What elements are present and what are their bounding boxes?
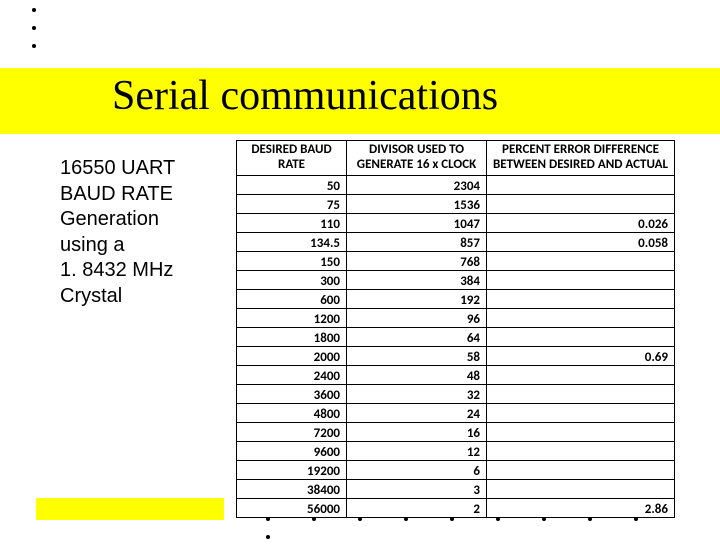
- cell-divisor: 96: [347, 308, 487, 327]
- table-row: 480024: [237, 403, 675, 422]
- cell-baud: 9600: [237, 441, 347, 460]
- cell-baud: 600: [237, 289, 347, 308]
- desc-line: 1. 8432 MHz: [60, 258, 220, 284]
- cell-baud: 1800: [237, 327, 347, 346]
- cell-baud: 19200: [237, 460, 347, 479]
- table-row: 751536: [237, 194, 675, 213]
- cell-baud: 1200: [237, 308, 347, 327]
- desc-line: using a: [60, 233, 220, 259]
- cell-error: [487, 460, 675, 479]
- cell-error: [487, 251, 675, 270]
- table-row: 150768: [237, 251, 675, 270]
- cell-error: [487, 422, 675, 441]
- cell-divisor: 768: [347, 251, 487, 270]
- cell-error: [487, 365, 675, 384]
- cell-error: [487, 403, 675, 422]
- cell-error: [487, 289, 675, 308]
- table-row: 240048: [237, 365, 675, 384]
- table-row: 360032: [237, 384, 675, 403]
- decorative-dots-bottom: [266, 508, 720, 544]
- cell-divisor: 6: [347, 460, 487, 479]
- table-header-row: DESIRED BAUD RATE DIVISOR USED TO GENERA…: [237, 141, 675, 176]
- cell-baud: 38400: [237, 479, 347, 498]
- cell-divisor: 24: [347, 403, 487, 422]
- cell-divisor: 48: [347, 365, 487, 384]
- table-row: 11010470.026: [237, 213, 675, 232]
- cell-baud: 2400: [237, 365, 347, 384]
- table-row: 502304: [237, 175, 675, 194]
- cell-baud: 7200: [237, 422, 347, 441]
- cell-divisor: 32: [347, 384, 487, 403]
- cell-error: [487, 270, 675, 289]
- table-row: 300384: [237, 270, 675, 289]
- cell-error: [487, 441, 675, 460]
- table-row: 960012: [237, 441, 675, 460]
- cell-baud: 4800: [237, 403, 347, 422]
- cell-divisor: 2304: [347, 175, 487, 194]
- cell-baud: 2000: [237, 346, 347, 365]
- col-header-divisor: DIVISOR USED TO GENERATE 16 x CLOCK: [347, 141, 487, 176]
- cell-divisor: 192: [347, 289, 487, 308]
- baud-rate-table-wrap: DESIRED BAUD RATE DIVISOR USED TO GENERA…: [236, 140, 674, 518]
- desc-line: Crystal: [60, 284, 220, 310]
- cell-divisor: 857: [347, 232, 487, 251]
- table-row: 120096: [237, 308, 675, 327]
- cell-baud: 134.5: [237, 232, 347, 251]
- baud-rate-table: DESIRED BAUD RATE DIVISOR USED TO GENERA…: [236, 140, 675, 518]
- cell-error: 0.69: [487, 346, 675, 365]
- cell-error: [487, 327, 675, 346]
- cell-error: [487, 384, 675, 403]
- table-row: 180064: [237, 327, 675, 346]
- decorative-dots-top: [32, 8, 36, 62]
- table-row: 720016: [237, 422, 675, 441]
- table-row: 384003: [237, 479, 675, 498]
- table-row: 134.58570.058: [237, 232, 675, 251]
- cell-divisor: 3: [347, 479, 487, 498]
- cell-divisor: 384: [347, 270, 487, 289]
- page-title: Serial communications: [112, 72, 498, 120]
- desc-line: BAUD RATE: [60, 182, 220, 208]
- cell-error: [487, 175, 675, 194]
- cell-baud: 110: [237, 213, 347, 232]
- description-block: 16550 UART BAUD RATE Generation using a …: [60, 156, 220, 310]
- cell-baud: 300: [237, 270, 347, 289]
- cell-divisor: 64: [347, 327, 487, 346]
- cell-baud: 3600: [237, 384, 347, 403]
- cell-divisor: 1047: [347, 213, 487, 232]
- cell-baud: 50: [237, 175, 347, 194]
- cell-divisor: 16: [347, 422, 487, 441]
- decorative-yellow-bar: [36, 498, 224, 520]
- cell-divisor: 1536: [347, 194, 487, 213]
- cell-baud: 75: [237, 194, 347, 213]
- cell-divisor: 12: [347, 441, 487, 460]
- table-row: 2000580.69: [237, 346, 675, 365]
- cell-baud: 150: [237, 251, 347, 270]
- cell-error: [487, 479, 675, 498]
- desc-line: 16550 UART: [60, 156, 220, 182]
- cell-error: 0.058: [487, 232, 675, 251]
- col-header-baud: DESIRED BAUD RATE: [237, 141, 347, 176]
- cell-error: [487, 308, 675, 327]
- cell-error: 0.026: [487, 213, 675, 232]
- desc-line: Generation: [60, 207, 220, 233]
- table-row: 192006: [237, 460, 675, 479]
- table-row: 600192: [237, 289, 675, 308]
- col-header-error: PERCENT ERROR DIFFERENCE BETWEEN DESIRED…: [487, 141, 675, 176]
- cell-error: [487, 194, 675, 213]
- cell-divisor: 58: [347, 346, 487, 365]
